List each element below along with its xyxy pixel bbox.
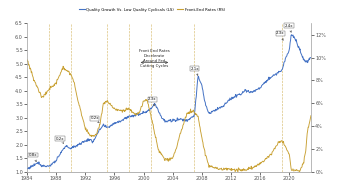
Text: 2.4x: 2.4x — [285, 24, 293, 32]
Text: 2.1x: 2.1x — [190, 67, 199, 75]
Text: 0.8x: 0.8x — [29, 153, 37, 162]
Text: 2.3x: 2.3x — [148, 97, 156, 106]
Text: 0.2x: 0.2x — [91, 116, 99, 123]
Text: 0.2x: 0.2x — [55, 137, 64, 144]
Legend: Quality Growth Vs. Low Quality Cyclicals (LS), Front-End Rates (RS): Quality Growth Vs. Low Quality Cyclicals… — [77, 6, 226, 13]
Text: 2.3x: 2.3x — [276, 31, 285, 40]
Text: Front End Rates
Decelerate
Around Fed
Cutting Cycles: Front End Rates Decelerate Around Fed Cu… — [139, 49, 170, 68]
